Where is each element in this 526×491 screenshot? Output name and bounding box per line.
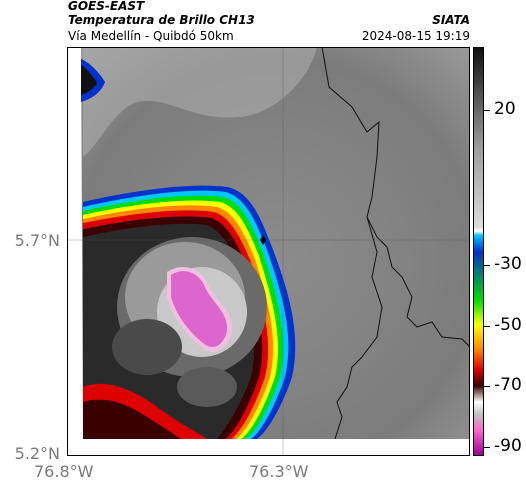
colorbar-label-minus70: -70 [494, 375, 522, 395]
lon-label-76.3: 76.3°W [249, 462, 309, 481]
lon-label-76.8: 76.8°W [34, 462, 94, 481]
timestamp: 2024-08-15 19:19 [361, 29, 470, 43]
satellite-title: GOES-EAST [68, 0, 145, 13]
route-subtitle: Vía Medellín - Quibdó 50km [68, 29, 234, 43]
temperature-colorbar [473, 47, 484, 456]
brightness-temperature-map [67, 47, 470, 456]
colorbar-tick [484, 447, 490, 448]
colorbar-tick [484, 386, 490, 387]
lat-label-5.2: 5.2°N [14, 444, 60, 463]
colorbar-label-20: 20 [494, 99, 516, 119]
product-title: Temperatura de Brillo CH13 [68, 13, 255, 27]
colorbar-tick [484, 326, 490, 327]
colorbar-tick [484, 265, 490, 266]
colorbar-label-minus90: -90 [494, 436, 522, 456]
lat-label-5.7: 5.7°N [14, 231, 60, 250]
colorbar-label-minus30: -30 [494, 254, 522, 274]
colorbar-tick [484, 110, 490, 111]
organization-label: SIATA [432, 13, 470, 27]
city-marker-icon [260, 235, 266, 245]
colorbar-label-minus50: -50 [494, 315, 522, 335]
